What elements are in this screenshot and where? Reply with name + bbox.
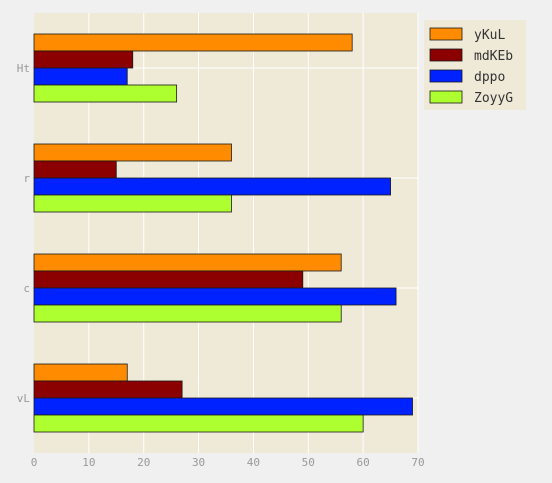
- legend-label: yKuL: [474, 28, 505, 43]
- legend-swatch: [429, 27, 463, 41]
- bar-yKuL-vL: [33, 363, 128, 382]
- bars: [33, 33, 413, 433]
- bar-yKuL-c: [33, 253, 342, 272]
- legend-swatch: [429, 90, 463, 104]
- x-axis-ticks: 0 10 20 30 40 50 60 70: [31, 456, 425, 469]
- y-tick-label: vL: [17, 392, 31, 405]
- bar-mdKEb-Ht: [33, 50, 134, 69]
- x-tick-label: 60: [357, 456, 370, 469]
- bar-mdKEb-c: [33, 270, 304, 289]
- bar-yKuL-r: [33, 143, 232, 162]
- y-tick-label: r: [23, 172, 30, 185]
- x-tick-label: 10: [82, 456, 95, 469]
- bar-ZoyyG-Ht: [33, 84, 178, 103]
- x-tick-label: 70: [411, 456, 424, 469]
- bar-dppo-c: [33, 287, 397, 306]
- x-tick-label: 30: [192, 456, 205, 469]
- legend: yKuL mdKEb dppo ZoyyG: [424, 20, 526, 110]
- bar-ZoyyG-r: [33, 194, 232, 213]
- bar-dppo-r: [33, 177, 391, 196]
- legend-swatch: [429, 69, 463, 83]
- bar-yKuL-Ht: [33, 33, 353, 52]
- x-tick-label: 20: [137, 456, 150, 469]
- bar-ZoyyG-vL: [33, 414, 364, 433]
- legend-swatch: [429, 48, 463, 62]
- bar-mdKEb-r: [33, 160, 117, 179]
- x-tick-label: 40: [247, 456, 260, 469]
- x-tick-label: 0: [31, 456, 38, 469]
- bar-ZoyyG-c: [33, 304, 342, 323]
- y-axis-ticks: Ht r c vL: [17, 62, 31, 405]
- legend-label: ZoyyG: [474, 91, 513, 106]
- legend-label: mdKEb: [474, 49, 513, 64]
- x-tick-label: 50: [302, 456, 315, 469]
- y-tick-label: c: [23, 282, 30, 295]
- bar-mdKEb-vL: [33, 380, 183, 399]
- legend-label: dppo: [474, 70, 505, 85]
- y-tick-label: Ht: [17, 62, 30, 75]
- bar-dppo-Ht: [33, 67, 128, 86]
- bar-dppo-vL: [33, 397, 413, 416]
